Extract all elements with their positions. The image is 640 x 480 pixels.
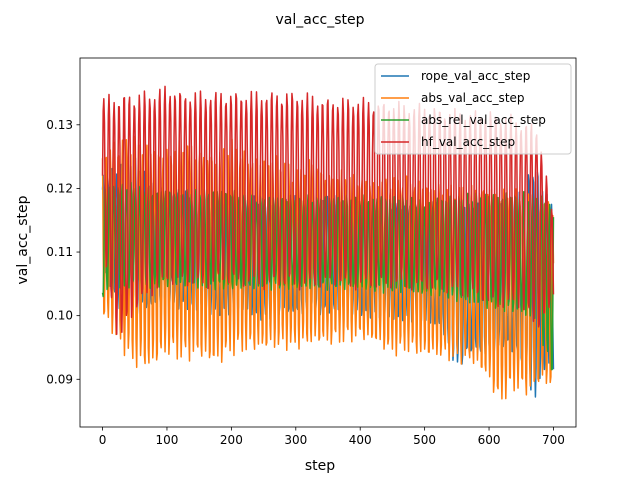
x-tick-label: 500 (413, 433, 436, 447)
legend-label: abs_val_acc_step (421, 91, 525, 105)
series-line-hf-val-acc-step (101, 85, 555, 335)
plot-frame (79, 57, 577, 428)
x-tick-label: 600 (478, 433, 501, 447)
x-tick-label: 400 (349, 433, 372, 447)
series-line-abs-val-acc-step (101, 135, 555, 400)
x-tick-label: 0 (99, 433, 107, 447)
plot-area (79, 57, 577, 428)
y-tick-label: 0.10 (46, 309, 73, 323)
y-tick-label: 0.11 (46, 245, 73, 259)
y-tick-label: 0.12 (46, 181, 73, 195)
legend-item: abs_val_acc_step (381, 91, 525, 105)
x-tick-label: 200 (220, 433, 243, 447)
x-tick-label: 300 (284, 433, 307, 447)
x-axis: 0 100 200 300 400 500 600 700 (99, 427, 565, 447)
chart-title: val_acc_step (275, 12, 364, 28)
legend-label: rope_val_acc_step (421, 69, 530, 83)
y-tick-label: 0.13 (46, 118, 73, 132)
legend-item: hf_val_acc_step (381, 135, 515, 149)
x-tick-label: 100 (156, 433, 179, 447)
y-tick-label: 0.09 (46, 372, 73, 386)
y-axis: 0.09 0.10 0.11 0.12 0.13 (46, 118, 80, 386)
legend-box (374, 63, 572, 155)
legend-item: rope_val_acc_step (381, 69, 530, 83)
legend-item: abs_rel_val_acc_step (381, 113, 546, 127)
series-lines (101, 85, 555, 400)
legend: rope_val_acc_step abs_val_acc_step abs_rel… (374, 63, 572, 155)
y-axis-label: val_acc_step (15, 195, 31, 284)
legend-label: abs_rel_val_acc_step (421, 113, 546, 127)
x-tick-label: 700 (542, 433, 565, 447)
legend-label: hf_val_acc_step (421, 135, 515, 149)
series-line-abs-rel-val-acc-step (101, 181, 555, 371)
x-axis-label: step (305, 458, 335, 474)
